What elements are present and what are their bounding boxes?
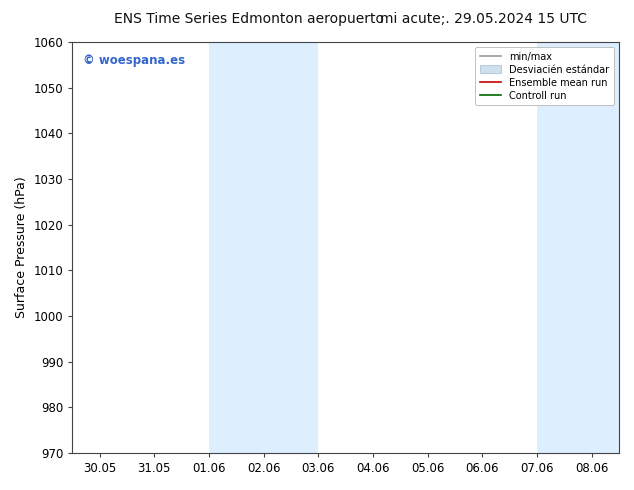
Y-axis label: Surface Pressure (hPa): Surface Pressure (hPa) bbox=[15, 176, 28, 318]
Text: mi acute;. 29.05.2024 15 UTC: mi acute;. 29.05.2024 15 UTC bbox=[380, 12, 587, 26]
Bar bbox=[209, 42, 318, 453]
Bar bbox=[537, 42, 619, 453]
Legend: min/max, Desviacién estándar, Ensemble mean run, Controll run: min/max, Desviacién estándar, Ensemble m… bbox=[475, 47, 614, 105]
Text: ENS Time Series Edmonton aeropuerto: ENS Time Series Edmonton aeropuerto bbox=[114, 12, 384, 26]
Text: © woespana.es: © woespana.es bbox=[83, 54, 185, 68]
